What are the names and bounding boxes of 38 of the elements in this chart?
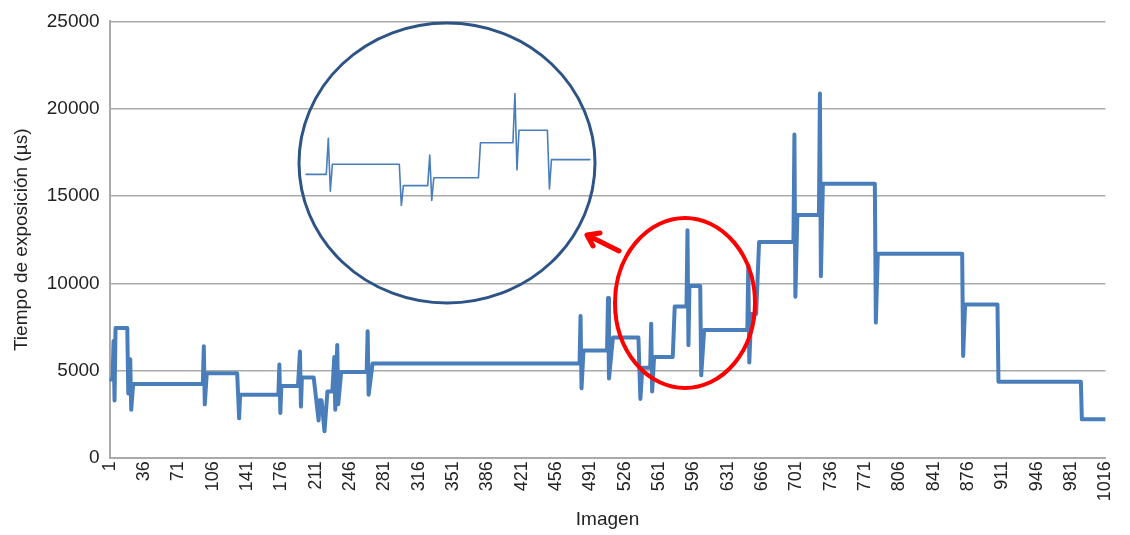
x-tick-label: 666 [751, 461, 771, 492]
y-axis-title: Tiempo de exposición (µs) [9, 128, 31, 352]
x-tick-label: 1 [98, 461, 119, 472]
y-tick-label: 0 [89, 446, 100, 468]
x-tick-label: 211 [304, 461, 325, 490]
x-tick-label: 526 [613, 461, 634, 492]
x-tick-label: 1016 [1094, 461, 1115, 502]
x-tick-label: 771 [854, 461, 875, 492]
y-tick-label: 15000 [46, 184, 100, 206]
x-tick-label: 106 [201, 461, 222, 492]
y-tick-label: 25000 [46, 9, 100, 31]
x-tick-label: 981 [1060, 461, 1081, 492]
x-tick-label: 176 [270, 461, 291, 492]
x-axis-title: Imagen [575, 507, 640, 529]
x-tick-label: 71 [167, 461, 188, 482]
x-tick-label: 876 [957, 461, 978, 492]
y-tick-label: 10000 [46, 271, 100, 293]
x-tick-label: 946 [1025, 461, 1046, 492]
x-tick-label: 246 [338, 461, 359, 492]
x-tick-label: 351 [441, 461, 462, 492]
x-tick-label: 701 [785, 461, 806, 492]
x-tick-label: 631 [716, 461, 737, 492]
x-tick-label: 456 [544, 461, 565, 492]
x-tick-label: 911 [991, 461, 1012, 490]
x-tick-label: 806 [888, 461, 909, 492]
x-tick-label: 596 [682, 461, 703, 492]
x-tick-label: 36 [132, 461, 153, 482]
x-tick-label: 316 [407, 461, 428, 492]
x-tick-label: 736 [819, 461, 840, 492]
x-tick-label: 281 [373, 461, 394, 492]
x-tick-label: 841 [922, 461, 943, 492]
x-tick-label: 421 [510, 461, 531, 492]
x-tick-label: 141 [235, 461, 256, 492]
y-tick-label: 5000 [57, 359, 100, 381]
x-tick-label: 491 [579, 461, 600, 492]
y-tick-label: 20000 [46, 96, 100, 118]
x-tick-label: 561 [647, 461, 668, 492]
x-tick-label: 386 [476, 461, 497, 492]
